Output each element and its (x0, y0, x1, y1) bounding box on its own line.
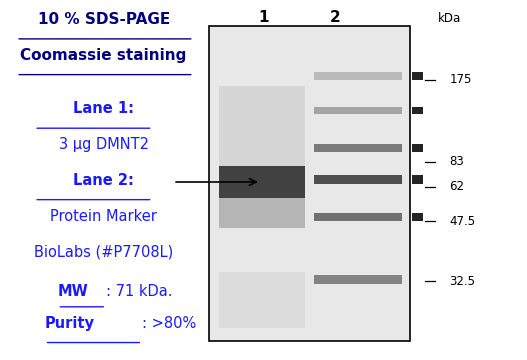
FancyBboxPatch shape (413, 144, 423, 152)
FancyBboxPatch shape (413, 175, 423, 184)
Text: : >80%: : >80% (142, 316, 197, 331)
Text: Protein Marker: Protein Marker (50, 208, 157, 224)
Text: 3 μg DMNT2: 3 μg DMNT2 (58, 137, 149, 152)
FancyBboxPatch shape (314, 275, 402, 284)
Text: 2: 2 (330, 10, 341, 24)
Text: Lane 1:: Lane 1: (73, 102, 134, 116)
Text: 32.5: 32.5 (450, 275, 475, 288)
Text: 1: 1 (258, 10, 269, 24)
FancyBboxPatch shape (314, 144, 402, 152)
FancyBboxPatch shape (413, 108, 423, 114)
Text: Lane 2:: Lane 2: (73, 173, 134, 188)
FancyBboxPatch shape (219, 86, 306, 168)
Text: 10 % SDS-PAGE: 10 % SDS-PAGE (37, 12, 170, 27)
FancyBboxPatch shape (219, 166, 306, 198)
FancyBboxPatch shape (219, 198, 306, 228)
Text: : 71 kDa.: : 71 kDa. (106, 284, 173, 298)
Text: 175: 175 (450, 73, 472, 86)
Text: Coomassie staining: Coomassie staining (21, 48, 187, 63)
FancyBboxPatch shape (413, 72, 423, 80)
FancyBboxPatch shape (314, 213, 402, 221)
FancyBboxPatch shape (219, 271, 306, 328)
Text: 47.5: 47.5 (450, 215, 475, 228)
FancyBboxPatch shape (314, 175, 402, 184)
Text: Purity: Purity (44, 316, 94, 331)
FancyBboxPatch shape (314, 108, 402, 114)
Text: BioLabs (#P7708L): BioLabs (#P7708L) (34, 244, 173, 259)
FancyBboxPatch shape (314, 72, 402, 80)
Text: kDa: kDa (438, 12, 461, 24)
Text: 62: 62 (450, 180, 464, 193)
Text: 83: 83 (450, 155, 464, 168)
FancyBboxPatch shape (209, 26, 410, 341)
Text: MW: MW (57, 284, 88, 298)
FancyBboxPatch shape (413, 213, 423, 221)
